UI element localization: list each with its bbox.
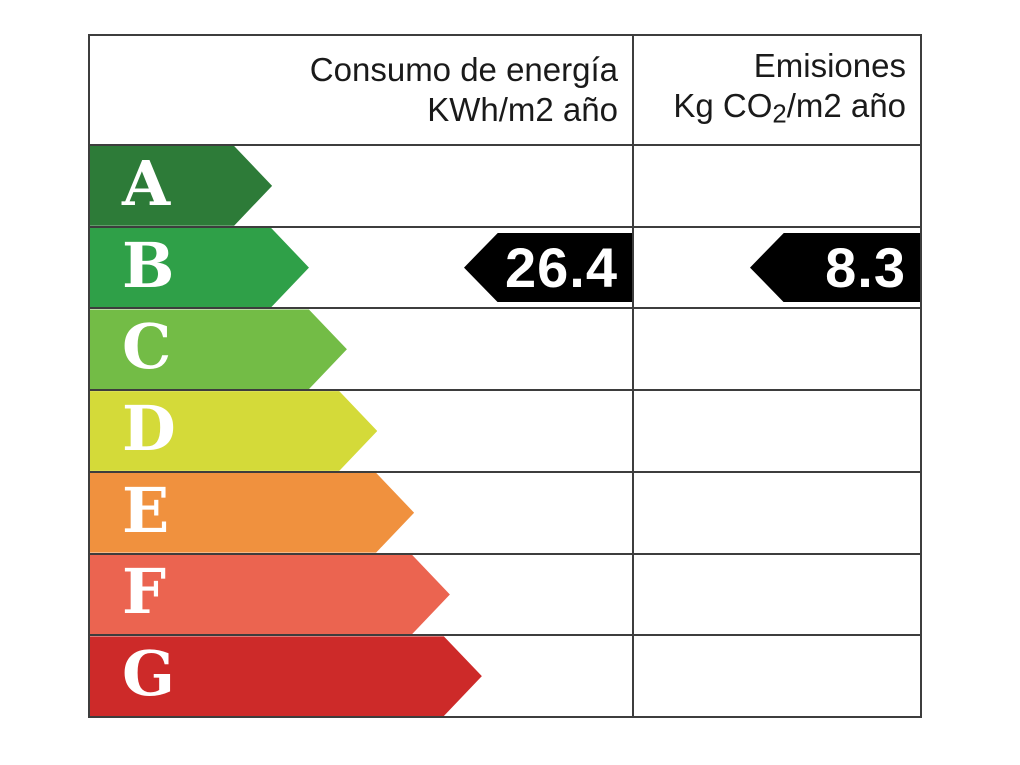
rating-arrow-f: F — [90, 555, 450, 635]
emissions-value: 8.3 — [825, 235, 906, 299]
emissions-cell — [634, 146, 920, 228]
consumption-value-arrow: 26.4 — [464, 232, 632, 303]
rating-arrow-b: B — [90, 228, 309, 308]
consumption-cell: E — [90, 472, 634, 555]
rating-row: D — [90, 391, 920, 473]
rating-arrow-a: A — [90, 146, 272, 226]
consumption-value: 26.4 — [505, 235, 618, 299]
consumption-cell: C — [90, 309, 634, 392]
energy-rating-table: Consumo de energía KWh/m2 año Emisiones … — [88, 34, 922, 718]
rating-row: A — [90, 146, 920, 228]
rating-row: G — [90, 636, 920, 717]
rating-arrow-d: D — [90, 391, 377, 471]
emissions-cell — [634, 636, 920, 716]
rating-row: F — [90, 554, 920, 637]
consumption-cell: A — [90, 146, 634, 228]
emissions-value-arrow: 8.3 — [750, 232, 920, 303]
consumption-title: Consumo de energía — [309, 51, 618, 88]
emissions-title: Emisiones — [753, 46, 906, 84]
emissions-unit: Kg CO2/m2 año — [673, 86, 906, 129]
consumption-unit: KWh/m2 año — [427, 91, 618, 128]
class-letter: A — [122, 146, 171, 220]
emissions-cell — [634, 309, 920, 392]
emissions-cell — [634, 555, 920, 637]
class-letter: F — [122, 555, 167, 629]
class-letter: D — [122, 392, 176, 466]
rating-arrow-e: E — [90, 473, 414, 553]
consumption-cell: D — [90, 391, 634, 473]
rating-row: E — [90, 472, 920, 555]
co2-subscript: 2 — [772, 100, 787, 129]
rating-arrow-c: C — [90, 309, 347, 389]
consumption-cell: B 26.4 — [90, 227, 634, 310]
consumption-cell: F — [90, 554, 634, 637]
class-letter: B — [122, 228, 175, 302]
rating-row: B 26.4 8.3 — [90, 227, 920, 310]
class-letter: E — [122, 473, 170, 547]
emissions-cell — [634, 473, 920, 555]
header-row: Consumo de energía KWh/m2 año Emisiones … — [90, 36, 920, 146]
consumption-header-cell: Consumo de energía KWh/m2 año — [90, 36, 634, 146]
emissions-cell — [634, 391, 920, 473]
class-letter: C — [122, 310, 172, 384]
class-letter: G — [122, 637, 175, 711]
rating-arrow-g: G — [90, 636, 482, 716]
emissions-cell: 8.3 — [634, 228, 920, 310]
emissions-header-cell: Emisiones Kg CO2/m2 año — [634, 36, 920, 146]
rating-row: C — [90, 309, 920, 392]
consumption-cell: G — [90, 636, 634, 717]
